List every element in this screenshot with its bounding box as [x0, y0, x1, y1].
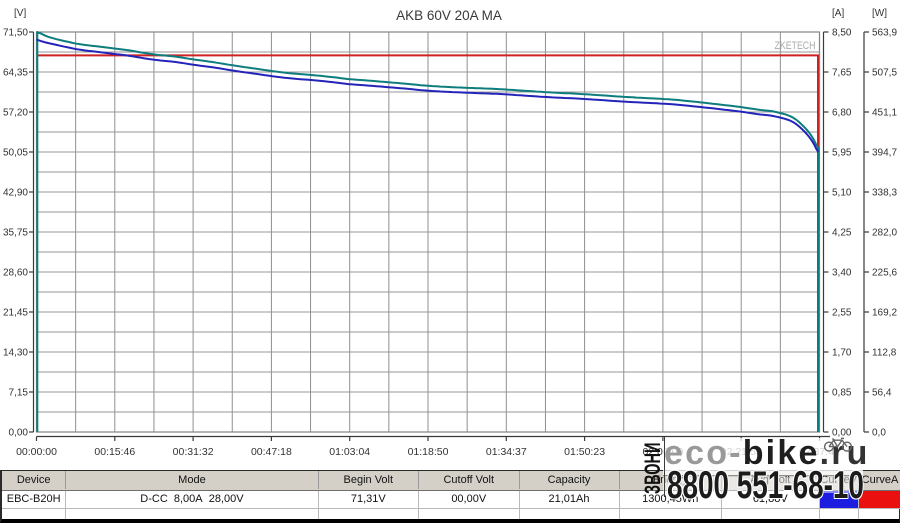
svg-text:64,35: 64,35 — [3, 68, 28, 79]
svg-text:ZKETECH: ZKETECH — [775, 40, 816, 52]
svg-text:6,80: 6,80 — [832, 108, 852, 119]
svg-text:451,1: 451,1 — [872, 108, 897, 119]
svg-text:0,85: 0,85 — [832, 388, 852, 399]
svg-text:50,05: 50,05 — [3, 148, 28, 159]
svg-text:7,15: 7,15 — [9, 388, 29, 399]
svg-text:01:18:50: 01:18:50 — [408, 446, 449, 458]
svg-text:1,70: 1,70 — [832, 348, 852, 359]
svg-text:01:03:04: 01:03:04 — [329, 446, 370, 458]
svg-text:0,00: 0,00 — [9, 428, 29, 439]
svg-text:0,0: 0,0 — [872, 428, 886, 439]
svg-text:563,9: 563,9 — [872, 28, 897, 39]
svg-text:00:15:46: 00:15:46 — [94, 446, 135, 458]
svg-text:42,90: 42,90 — [3, 188, 28, 199]
svg-text:00:31:32: 00:31:32 — [173, 446, 214, 458]
svg-text:00:00:00: 00:00:00 — [16, 446, 57, 458]
svg-text:28,60: 28,60 — [3, 268, 28, 279]
svg-text:7,65: 7,65 — [832, 68, 852, 79]
svg-text:225,6: 225,6 — [872, 268, 897, 279]
svg-text:14,30: 14,30 — [3, 348, 28, 359]
svg-text:AKB 60V 20A MA: AKB 60V 20A MA — [396, 8, 502, 23]
svg-text:8,50: 8,50 — [832, 28, 852, 39]
svg-text:394,7: 394,7 — [872, 148, 897, 159]
svg-text:169,2: 169,2 — [872, 308, 897, 319]
svg-text:282,0: 282,0 — [872, 228, 897, 239]
svg-text:0,00: 0,00 — [832, 428, 852, 439]
svg-text:[A]: [A] — [832, 8, 844, 19]
svg-text:4,25: 4,25 — [832, 228, 852, 239]
svg-text:112,8: 112,8 — [872, 348, 897, 359]
svg-text:21,45: 21,45 — [3, 308, 28, 319]
svg-text:35,75: 35,75 — [3, 228, 28, 239]
svg-text:01:34:37: 01:34:37 — [486, 446, 527, 458]
svg-text:71,50: 71,50 — [3, 28, 28, 39]
svg-text:[W]: [W] — [872, 8, 887, 19]
svg-text:3,40: 3,40 — [832, 268, 852, 279]
svg-text:01:50:23: 01:50:23 — [564, 446, 605, 458]
svg-text:56,4: 56,4 — [872, 388, 892, 399]
svg-text:338,3: 338,3 — [872, 188, 897, 199]
svg-text:[V]: [V] — [14, 8, 26, 19]
svg-text:2,55: 2,55 — [832, 308, 852, 319]
svg-text:57,20: 57,20 — [3, 108, 28, 119]
svg-text:00:47:18: 00:47:18 — [251, 446, 292, 458]
svg-text:507,5: 507,5 — [872, 68, 897, 79]
svg-text:5,95: 5,95 — [832, 148, 852, 159]
svg-text:5,10: 5,10 — [832, 188, 852, 199]
